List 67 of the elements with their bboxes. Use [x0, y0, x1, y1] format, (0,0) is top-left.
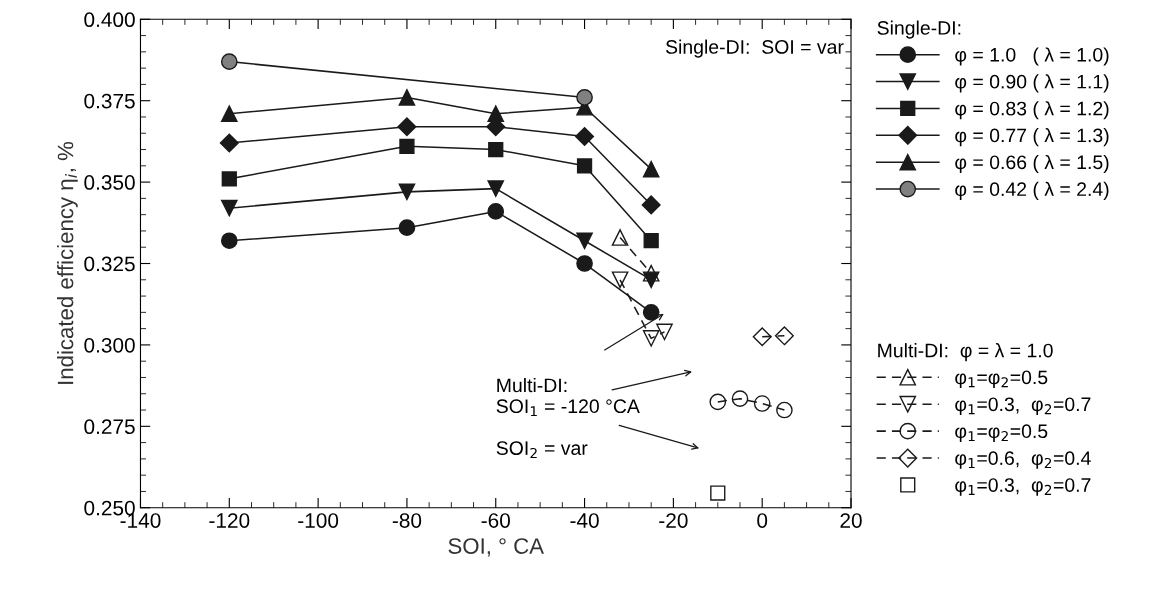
point: [576, 232, 593, 250]
text: Multi-DI: φ = λ = 1.0: [878, 343, 1053, 362]
point: [220, 199, 238, 217]
y-tick-label: 0.300: [84, 337, 135, 353]
x-tick-label: -80: [392, 513, 422, 528]
point: [752, 327, 772, 347]
legend-label: φ = 0.77 ( λ = 1.3): [955, 128, 1109, 147]
point: [611, 229, 629, 246]
legend-label: φ$_{1}$=0.3, φ$_{2}$=0.7: [955, 397, 1091, 416]
point: [487, 105, 505, 123]
legend-label: φ$_{1}$=φ$_{2}$=0.5: [955, 424, 1048, 442]
legend-label: φ = 0.42 ( λ = 2.4): [955, 181, 1109, 200]
point: [641, 195, 661, 215]
point: [488, 141, 504, 158]
x-tick-label: -20: [659, 513, 688, 528]
legend-label: φ = 0.90 ( λ = 1.1): [955, 74, 1109, 93]
point: [221, 171, 237, 187]
point: [656, 323, 673, 341]
point: [611, 271, 629, 289]
point: [220, 232, 238, 250]
point: [576, 255, 593, 272]
point: [398, 183, 416, 201]
point: [642, 304, 660, 321]
x-axis-title: SOI, ° CA: [448, 538, 544, 557]
point: [398, 89, 416, 106]
point: [642, 330, 660, 347]
legend-label: φ = 1.0 ( λ = 1.0): [955, 47, 1109, 66]
point: [398, 219, 416, 237]
point: [576, 158, 593, 174]
point: [642, 160, 660, 178]
x-tick-label: -60: [481, 513, 510, 528]
point: [487, 180, 505, 197]
point: [709, 393, 727, 411]
y-tick-label: 0.375: [84, 93, 135, 109]
y-tick-label: 0.350: [84, 175, 135, 190]
x-tick-label: -120: [209, 513, 250, 528]
point: [731, 390, 749, 407]
point: [710, 485, 726, 501]
y-axis-title: Indicated efficiency η$_{i}$, %: [57, 141, 78, 384]
point: [397, 117, 417, 137]
y-tick-label: 0.325: [84, 256, 135, 272]
legend-label: φ = 0.66 ( λ = 1.5): [955, 154, 1109, 174]
x-tick-label: -100: [298, 513, 339, 528]
legend-label: φ$_{1}$=φ$_{2}$=0.5: [955, 370, 1048, 389]
point: [642, 264, 660, 282]
point: [774, 326, 794, 346]
point: [776, 401, 793, 419]
x-tick-label: -40: [570, 513, 599, 528]
y-tick-label: 0.275: [84, 419, 135, 435]
legend-label: φ = 0.83 ( λ = 1.2): [955, 101, 1109, 120]
point: [753, 395, 771, 412]
text: Multi-DI: SOI$_{1}$ = -120 °CA SOI$_{2}$ = var: [496, 377, 640, 458]
point: [399, 138, 415, 154]
x-tick-label: 0: [757, 513, 768, 528]
text: Single-DI:: [877, 20, 961, 39]
point: [576, 89, 593, 106]
y-tick-label: 0.400: [84, 12, 135, 28]
point: [219, 133, 239, 153]
legend-label: φ$_{1}$=0.6, φ$_{2}$=0.4: [955, 451, 1091, 469]
point: [220, 105, 238, 123]
x-tick-label: 20: [840, 513, 862, 528]
annotation: Single-DI: SOI = var: [665, 39, 844, 58]
legend-label: φ$_{1}$=0.3, φ$_{2}$=0.7: [955, 478, 1091, 496]
point: [487, 203, 505, 220]
point: [643, 233, 659, 249]
point: [575, 126, 595, 147]
point: [220, 53, 238, 70]
